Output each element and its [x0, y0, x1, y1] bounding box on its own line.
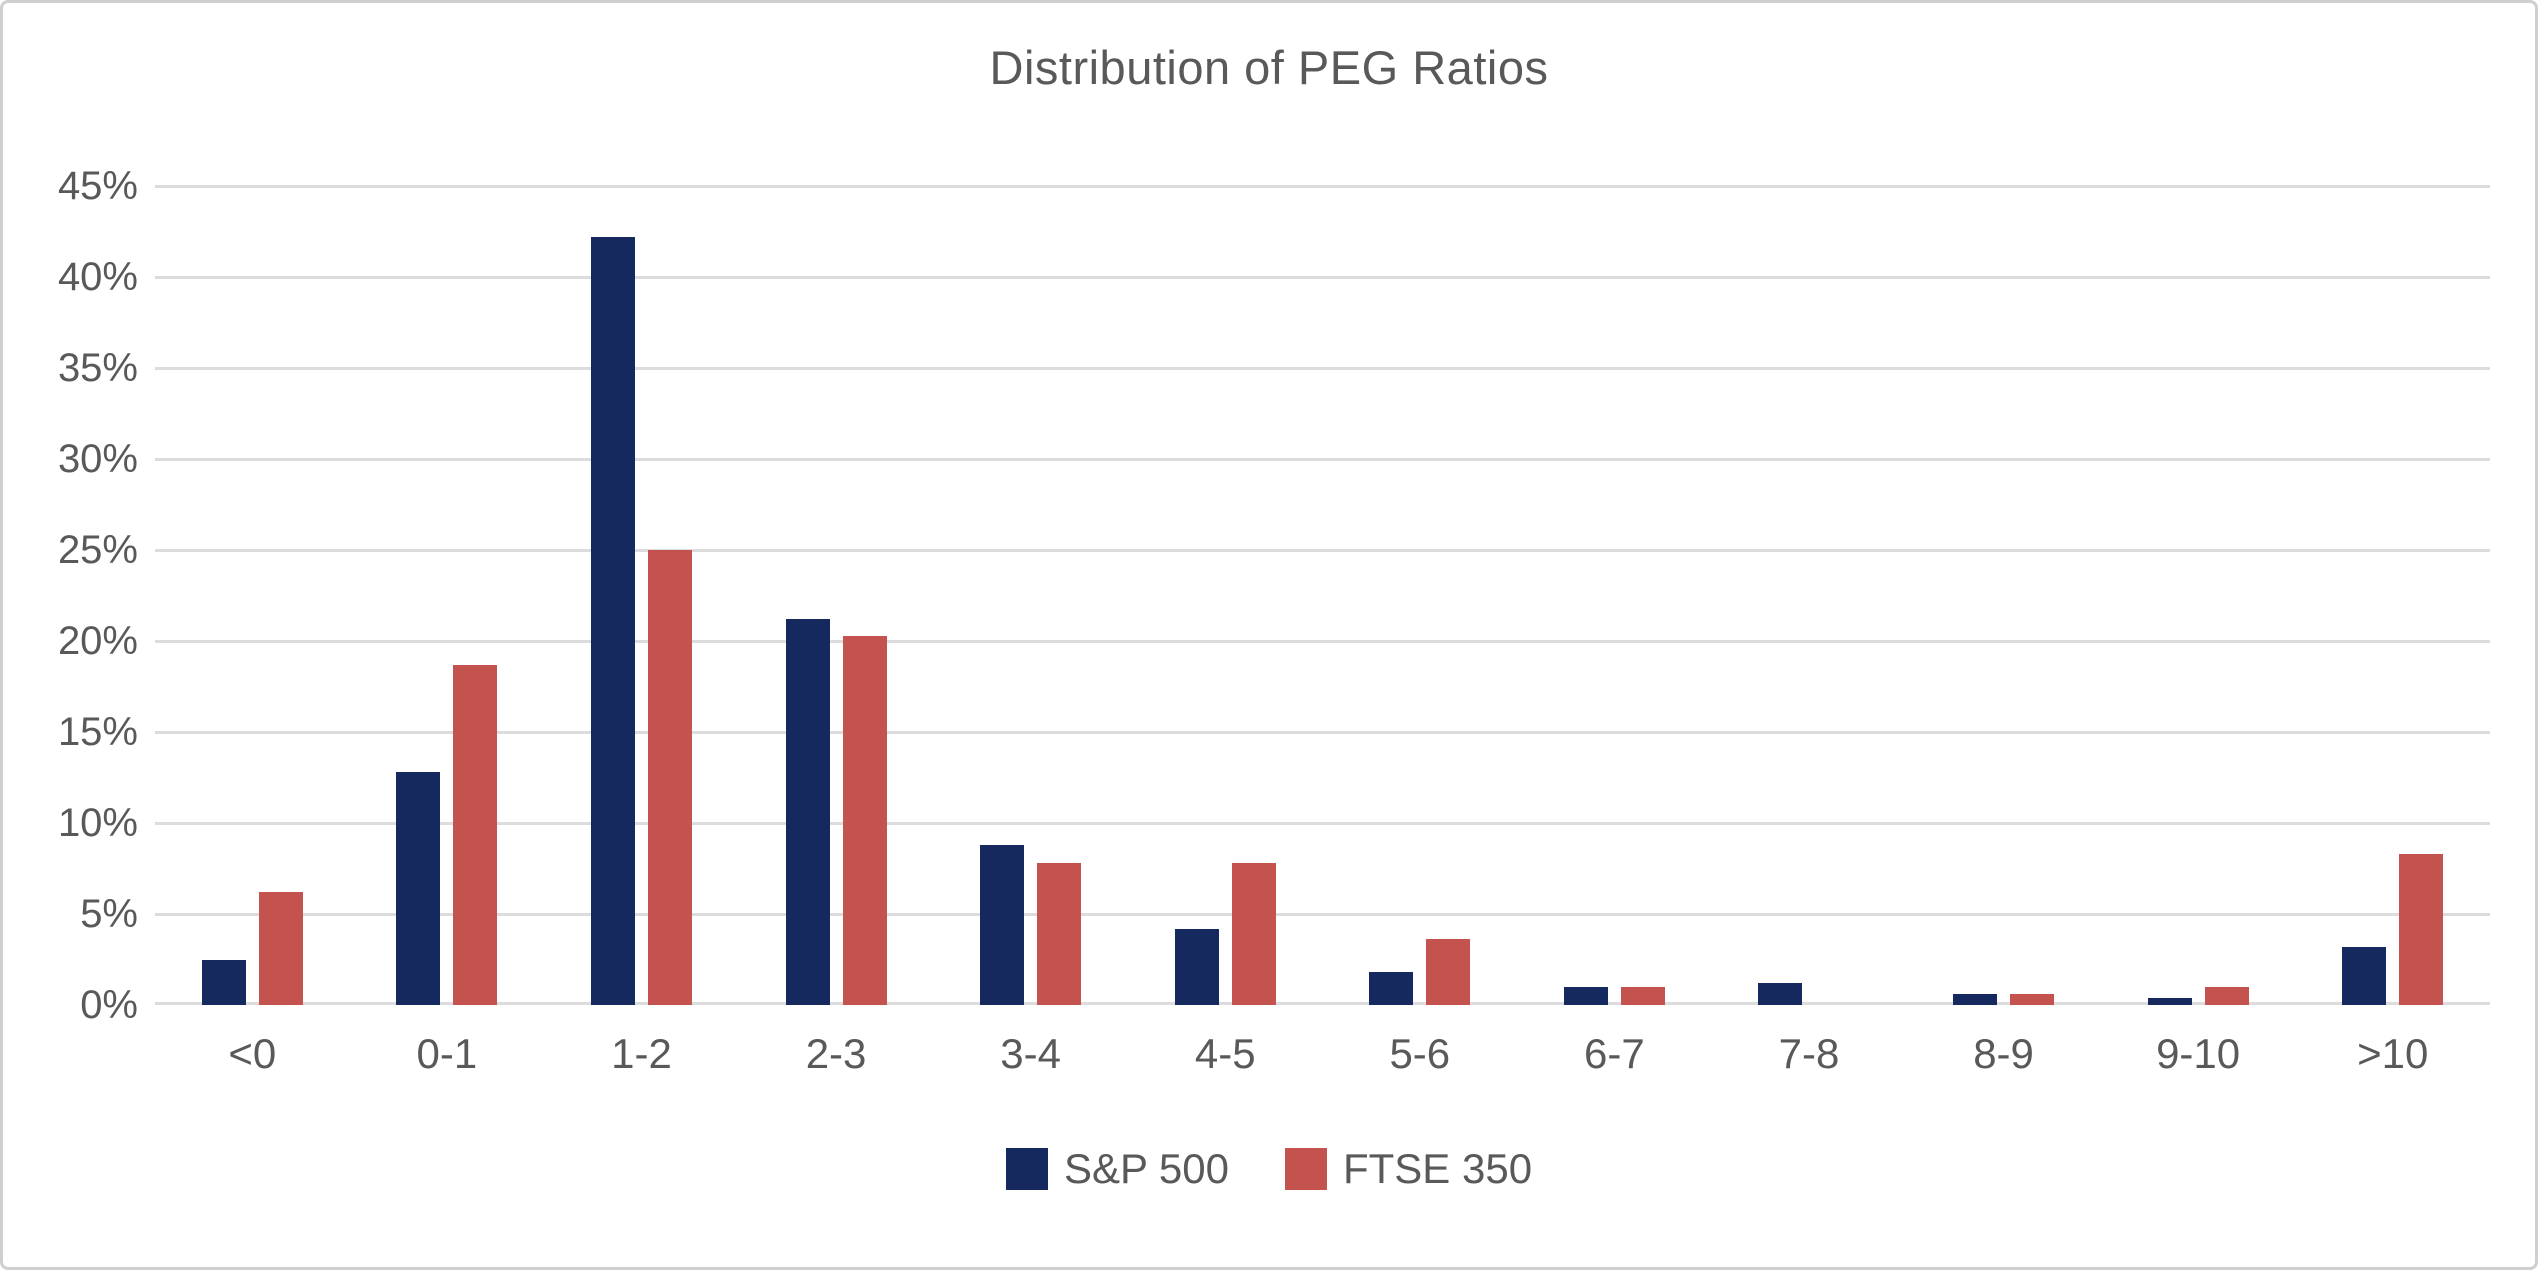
y-tick-label: 40%: [57, 255, 138, 299]
x-tick-label: 4-5: [1194, 1030, 1256, 1077]
x-axis-labels: <0 0-1 1-2 2-3 3-4 4-5 5-6 6-7 7-8 8-9 9-10 >10: [155, 1030, 2490, 1090]
legend-label: FTSE 350: [1342, 1145, 1533, 1192]
y-tick-label: 35%: [57, 346, 138, 390]
y-tick-label: 10%: [57, 801, 138, 845]
y-tick-label: 45%: [57, 164, 138, 208]
bar-group: [933, 186, 1128, 1005]
bar-sp500: [785, 619, 830, 1005]
x-tick-label: 2-3: [805, 1030, 867, 1077]
gridline: [155, 639, 2490, 643]
legend-swatch-icon: [1005, 1148, 1048, 1190]
bar-sp500: [2342, 946, 2387, 1005]
x-tick-label: 3-4: [1000, 1030, 1061, 1077]
legend: S&P 500 FTSE 350: [0, 1145, 2538, 1193]
bar-sp500: [1174, 928, 1219, 1005]
y-axis-labels: 45% 40% 35% 30% 25% 20% 15% 10% 5% 0%: [0, 164, 138, 1027]
bar-sp500: [2147, 997, 2192, 1005]
bar-group: [739, 186, 934, 1005]
chart-title: Distribution of PEG Ratios: [989, 41, 1549, 94]
gridline: [155, 730, 2490, 734]
bar-ftse350: [1620, 986, 1665, 1005]
y-tick-label: 20%: [57, 619, 138, 663]
x-tick-label: 7-8: [1778, 1030, 1840, 1077]
bar-group: [2295, 186, 2490, 1005]
bar-ftse350: [453, 664, 498, 1005]
x-tick-label: 0-1: [416, 1030, 478, 1077]
bar-sp500: [201, 959, 246, 1005]
bar-sp500: [1758, 983, 1803, 1005]
y-tick-label: 5%: [80, 892, 138, 936]
y-tick-label: 25%: [57, 528, 138, 572]
bar-group: [1712, 186, 1907, 1005]
bar-sp500: [1953, 994, 1998, 1005]
bar-group: [1906, 186, 2101, 1005]
bar-ftse350: [2399, 853, 2444, 1005]
plot-area: [155, 184, 2490, 1005]
bar-group: [1323, 186, 1518, 1005]
x-tick-label: >10: [2357, 1030, 2429, 1077]
bar-group: [155, 186, 350, 1005]
bar-sp500: [1369, 972, 1414, 1005]
bar-ftse350: [1426, 939, 1471, 1005]
bar-group: [2101, 186, 2296, 1005]
x-tick-label: 9-10: [2156, 1030, 2241, 1077]
bar-group: [1517, 186, 1712, 1005]
x-tick-label: 8-9: [1973, 1030, 2034, 1077]
gridline: [155, 548, 2490, 552]
x-tick-label: 6-7: [1584, 1030, 1645, 1077]
bar-group: [1128, 186, 1323, 1005]
gridline: [155, 1002, 2490, 1005]
gridline: [155, 366, 2490, 370]
bar-sp500: [590, 236, 635, 1005]
bar-sp500: [980, 844, 1025, 1005]
x-tick-label: <0: [228, 1030, 277, 1077]
legend-label: S&P 500: [1063, 1145, 1229, 1192]
y-tick-label: 30%: [57, 437, 138, 481]
bar-ftse350: [2010, 994, 2055, 1005]
gridline: [155, 821, 2490, 825]
legend-swatch-icon: [1284, 1148, 1327, 1190]
gridline: [155, 457, 2490, 461]
gridline: [155, 184, 2490, 188]
legend-item: S&P 500: [1005, 1145, 1229, 1193]
bar-ftse350: [258, 892, 303, 1005]
gridline: [155, 912, 2490, 916]
bar-sp500: [1563, 986, 1608, 1005]
bar-ftse350: [2204, 986, 2249, 1005]
bar-sp500: [396, 772, 441, 1005]
bar-ftse350: [842, 635, 887, 1005]
bar-ftse350: [1037, 863, 1082, 1005]
bar-group: [544, 186, 739, 1005]
gridline: [155, 275, 2490, 279]
y-tick-label: 0%: [80, 983, 138, 1027]
y-tick-label: 15%: [57, 710, 138, 754]
x-tick-label: 5-6: [1389, 1030, 1451, 1077]
bar-ftse350: [1231, 863, 1276, 1005]
x-tick-label: 1-2: [611, 1030, 672, 1077]
bar-ftse350: [647, 550, 692, 1005]
bar-group: [350, 186, 545, 1005]
legend-item: FTSE 350: [1284, 1145, 1533, 1193]
